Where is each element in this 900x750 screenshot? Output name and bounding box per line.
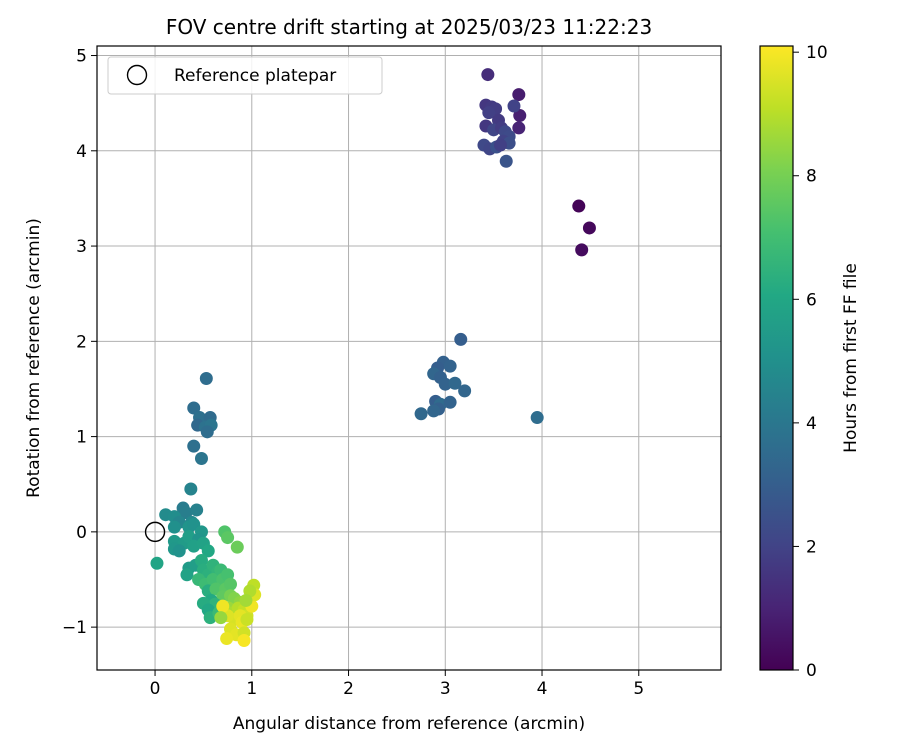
data-point <box>214 611 228 625</box>
data-point <box>458 384 472 398</box>
y-tick-label: 2 <box>76 332 87 352</box>
colorbar-ticks: 0 2 4 6 8 10 <box>793 43 828 681</box>
y-axis-label: Rotation from reference (arcmin) <box>24 218 44 498</box>
legend-box <box>107 56 383 95</box>
chart-title: FOV centre drift starting at 2025/03/23 … <box>166 15 652 39</box>
data-point <box>481 68 495 82</box>
data-point <box>240 613 254 627</box>
data-point <box>582 221 596 235</box>
legend: Reference platepar <box>107 56 383 95</box>
data-point <box>200 425 214 439</box>
y-tick-label: 1 <box>76 428 87 448</box>
data-point <box>184 482 198 496</box>
data-point <box>443 359 457 373</box>
reference-point-marker <box>144 521 166 543</box>
data-point <box>190 503 204 517</box>
colorbar-tick-label: 2 <box>806 537 817 557</box>
data-point <box>443 395 457 409</box>
data-point <box>239 593 253 607</box>
data-point <box>201 544 215 558</box>
data-point <box>180 568 194 582</box>
y-tick-label: 0 <box>76 523 87 543</box>
colorbar: 0 2 4 6 8 10 Hours from first FF file <box>759 43 861 681</box>
data-point <box>438 377 452 391</box>
x-tick-label: 2 <box>343 679 354 699</box>
x-tick-label: 1 <box>246 679 257 699</box>
y-tick-label: −1 <box>62 618 87 638</box>
data-point <box>230 540 244 554</box>
data-point <box>427 404 441 418</box>
colorbar-tick-label: 4 <box>806 414 817 434</box>
data-point <box>220 632 234 646</box>
colorbar-label: Hours from first FF file <box>841 263 861 453</box>
data-point <box>150 556 164 570</box>
data-point <box>499 154 513 168</box>
data-point <box>572 199 586 213</box>
x-axis: 0 1 2 3 4 5 <box>150 670 644 699</box>
data-point <box>199 371 213 385</box>
data-point <box>482 106 496 120</box>
data-point <box>224 577 238 591</box>
colorbar-tick-label: 6 <box>806 290 817 310</box>
data-point <box>187 401 201 415</box>
data-point <box>167 520 181 534</box>
data-point <box>187 439 201 453</box>
data-point <box>507 99 521 113</box>
x-tick-label: 0 <box>150 679 161 699</box>
data-point <box>414 407 428 421</box>
colorbar-tick-label: 10 <box>806 43 828 63</box>
data-point <box>221 531 235 545</box>
data-point <box>448 376 462 390</box>
data-point <box>493 138 507 152</box>
data-point <box>194 452 208 466</box>
data-point <box>172 544 186 558</box>
data-point <box>530 411 544 425</box>
x-tick-label: 5 <box>633 679 644 699</box>
x-tick-label: 4 <box>537 679 548 699</box>
plot-frame <box>96 45 722 671</box>
y-tick-label: 3 <box>76 237 87 257</box>
y-tick-label: 5 <box>76 47 87 67</box>
colorbar-tick-label: 8 <box>806 167 817 187</box>
colorbar-tick-label: 0 <box>806 661 817 681</box>
data-point <box>237 633 251 647</box>
data-point <box>512 88 526 102</box>
y-axis: −1 0 1 2 3 4 5 <box>62 47 97 638</box>
data-point <box>454 332 468 346</box>
data-point <box>179 506 193 520</box>
data-point <box>216 599 230 613</box>
legend-label-reference: Reference platepar <box>174 66 336 86</box>
data-points <box>144 68 596 647</box>
x-axis-label: Angular distance from reference (arcmin) <box>233 714 585 734</box>
x-tick-label: 3 <box>440 679 451 699</box>
data-point <box>513 109 527 123</box>
legend-marker-reference <box>126 64 148 86</box>
colorbar-gradient <box>759 45 794 671</box>
data-point <box>575 243 589 257</box>
y-tick-label: 4 <box>76 142 87 162</box>
grid <box>97 46 721 670</box>
data-point <box>512 121 526 135</box>
